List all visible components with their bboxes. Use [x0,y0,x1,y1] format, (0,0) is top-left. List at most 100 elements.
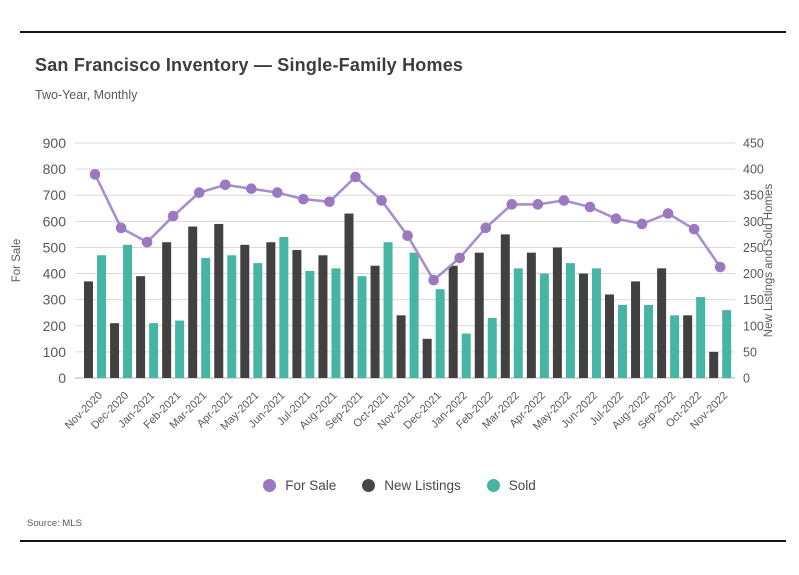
for-sale-point [115,222,127,234]
new-listings-swatch-icon [362,479,376,492]
bar-new-listings [240,244,250,378]
top-rule [20,31,786,33]
bar-new-listings [110,323,120,378]
left-axis-tick-label: 100 [43,344,67,360]
left-axis-tick-label: 500 [43,239,67,255]
legend-item-new-listings: New Listings [362,478,461,493]
bar-sold [305,270,315,378]
bar-new-listings [162,242,172,378]
bar-new-listings [448,265,458,378]
bar-new-listings [344,213,354,378]
bar-new-listings [188,226,198,378]
for-sale-point [480,222,492,234]
bar-new-listings [292,250,302,378]
legend-item-sold: Sold [486,478,536,493]
bar-sold [670,315,680,378]
left-axis-tick-label: 600 [43,213,67,229]
bar-sold [539,273,549,378]
for-sale-point [219,179,231,191]
left-axis-tick-label: 700 [43,187,67,203]
left-axis-tick-label: 200 [43,318,67,334]
bar-sold [149,323,159,378]
left-axis-title: For Sale [11,239,23,282]
chart-title: San Francisco Inventory — Single-Family … [35,55,464,75]
right-axis-tick-label: 400 [743,163,764,177]
legend-item-for-sale: For Sale [263,478,336,493]
left-axis-tick-label: 300 [43,292,67,308]
right-axis-title: New Listings and Sold Homes [763,184,775,338]
bar-sold [618,304,627,378]
bar-sold [331,268,341,378]
bar-sold [461,333,471,378]
legend-label: Sold [508,478,536,493]
bar-new-listings [578,273,588,378]
for-sale-point [402,230,413,241]
legend-label: New Listings [384,478,461,493]
for-sale-point [506,199,518,210]
for-sale-point [324,196,335,208]
bar-new-listings [266,242,276,378]
bar-sold [201,257,211,378]
bar-new-listings [683,315,693,378]
bar-new-listings [552,247,562,378]
for-sale-point [350,171,361,183]
for-sale-point [532,199,544,210]
for-sale-point [89,169,101,180]
inventory-chart: 0 0 100 50 200 100 300 150 400 200 500 250 600 300 700… [11,135,775,433]
for-sale-point [636,218,648,230]
for-sale-point [714,261,726,273]
for-sale-point [167,210,179,222]
for-sale-point [272,187,283,198]
for-sale-point [688,223,700,235]
sold-swatch-icon [486,479,500,492]
bottom-rule [20,540,786,542]
chart-legend: For Sale New Listings Sold [0,478,799,493]
bar-new-listings [709,351,719,378]
left-axis-tick-label: 800 [43,161,67,177]
for-sale-point [662,208,674,219]
bar-sold [175,320,185,378]
bar-sold [227,255,237,378]
for-sale-point [558,195,570,206]
right-axis-tick-label: 150 [743,293,764,307]
for-sale-point [298,193,309,205]
bar-sold [409,252,419,378]
source-note: Source: MLS [27,518,82,529]
bar-sold [383,242,393,378]
left-axis-tick-label: 400 [43,266,67,282]
left-axis-tick-label: 0 [58,370,66,386]
for-sale-point [193,187,205,198]
bar-new-listings [84,281,93,378]
bar-new-listings [657,268,667,378]
bar-sold [253,263,263,378]
for-sale-point [141,236,153,248]
right-axis-tick-label: 450 [743,137,764,151]
for-sale-point [246,183,257,194]
bar-new-listings [318,255,328,378]
right-axis-tick-label: 50 [743,345,757,359]
bar-new-listings [422,338,432,378]
left-axis-tick-label: 900 [43,135,67,151]
bar-sold [97,255,106,378]
for-sale-point [454,252,466,264]
bar-sold [565,263,575,378]
for-sale-point [610,213,622,225]
right-axis-tick-label: 100 [743,319,764,333]
bar-new-listings [631,281,641,378]
right-axis-tick-label: 250 [743,241,764,255]
right-axis-tick-label: 0 [743,372,750,386]
bar-sold [644,304,654,378]
bar-sold [487,317,497,378]
bar-new-listings [136,276,146,378]
for-sale-swatch-icon [263,479,277,492]
right-axis-tick-label: 350 [743,189,764,203]
bar-sold [591,268,601,378]
bar-new-listings [396,315,406,378]
for-sale-point [428,274,439,286]
for-sale-point [376,195,387,206]
bar-sold [123,244,133,378]
right-axis-tick-label: 300 [743,215,764,229]
bar-sold [357,276,367,378]
bar-sold [513,268,523,378]
